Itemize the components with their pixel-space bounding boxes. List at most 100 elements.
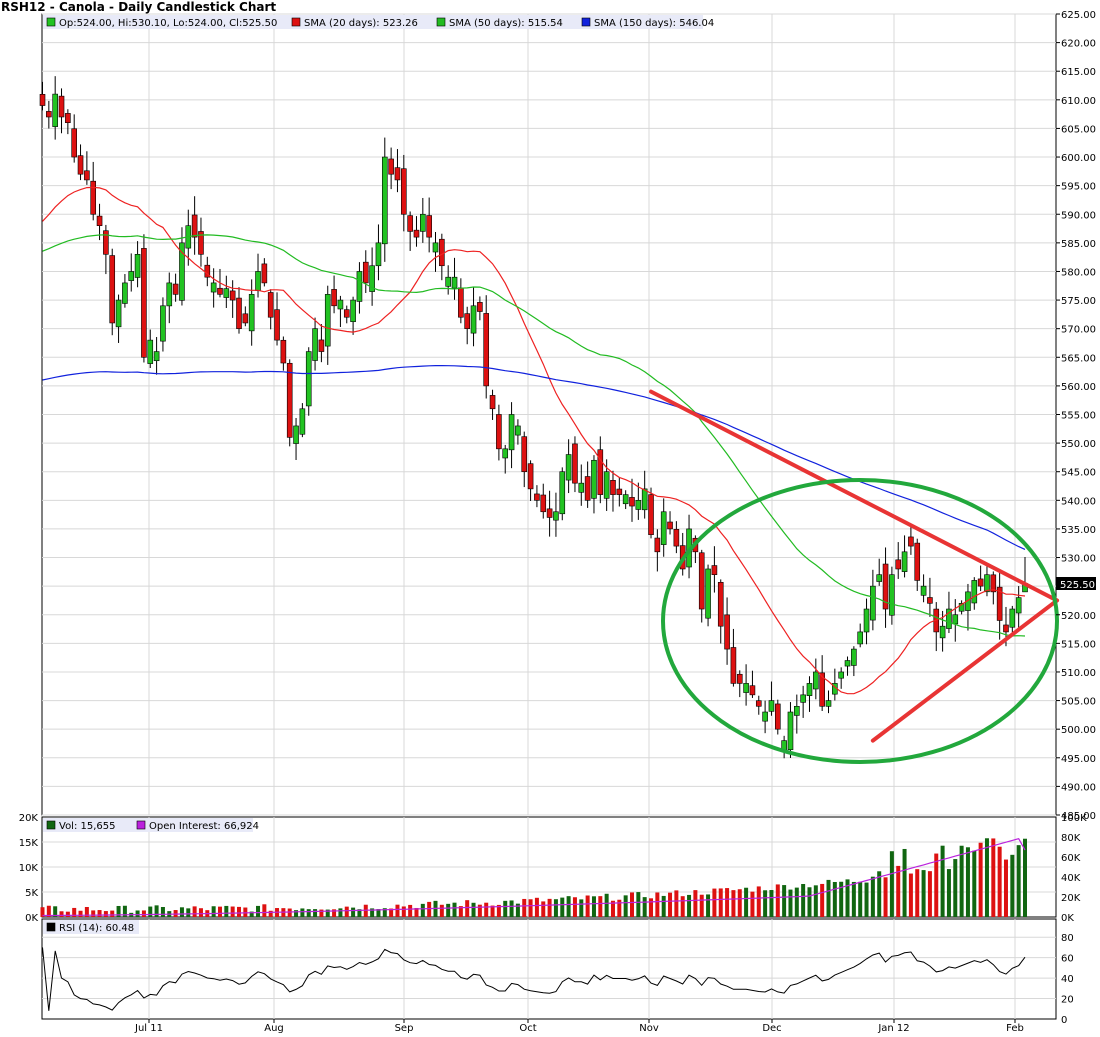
volume-bar (465, 900, 470, 917)
volume-bar (351, 907, 356, 917)
volume-bar (997, 846, 1002, 917)
candle-body (908, 536, 914, 547)
candle-body (546, 508, 553, 518)
candle-body (863, 608, 870, 633)
volume-bar (934, 853, 939, 917)
volume-bar (471, 902, 476, 917)
volume-bar (744, 887, 749, 917)
volume-bar (395, 904, 400, 917)
candle-body (870, 585, 876, 621)
candle-body (122, 282, 128, 304)
rsi-tick-label: 60 (1061, 954, 1074, 965)
volume-bar (357, 909, 362, 917)
candle-body (768, 700, 775, 712)
rsi-legend: RSI (14): 60.48 (43, 920, 139, 934)
volume-bar (839, 881, 844, 917)
month-tick-label: Dec (762, 1023, 781, 1034)
price-tick-label: 605.00 (1061, 124, 1096, 135)
candle-body (312, 328, 318, 361)
volume-bar (59, 911, 64, 917)
candle-body (236, 297, 242, 329)
candle-body (876, 574, 883, 582)
volume-bar (610, 900, 615, 917)
volume-bar (496, 904, 501, 917)
candle-body (39, 94, 46, 106)
candle-body (96, 215, 103, 226)
volume-bar (699, 894, 704, 917)
rsi-tick-label: 80 (1061, 933, 1074, 944)
volume-bar (452, 902, 457, 917)
candle-body (324, 294, 331, 347)
candle-body (84, 170, 90, 181)
volume-bar (78, 910, 83, 917)
candle-body (743, 683, 749, 693)
candle-body (331, 289, 337, 307)
volume-bar (889, 851, 894, 917)
price-tick-label: 555.00 (1061, 411, 1096, 422)
volume-bar (579, 899, 584, 917)
candle-body (730, 647, 737, 684)
volume-bar (243, 907, 248, 917)
volume-bar (763, 890, 768, 917)
candle-body (889, 574, 895, 616)
sma50-legend-text: SMA (50 days): 515.54 (449, 18, 563, 29)
candle-body (103, 230, 109, 255)
volume-bar (313, 909, 318, 917)
candle-body (882, 563, 889, 610)
candle-body (223, 288, 230, 298)
volume-bar (649, 898, 654, 917)
volume-bar (528, 899, 533, 917)
price-tick-label: 495.00 (1061, 754, 1096, 765)
volume-bar (186, 908, 191, 917)
volume-bar (585, 895, 590, 917)
candle-body (958, 603, 965, 612)
candle-body (445, 276, 451, 287)
candle-body (451, 276, 458, 289)
candle-body (210, 282, 217, 293)
candle-body (572, 443, 578, 484)
candle-body (965, 591, 971, 611)
volume-bar (376, 909, 381, 917)
candle-body (407, 215, 413, 232)
volume-bar (135, 910, 140, 917)
candle-body (527, 463, 534, 490)
candle-body (990, 574, 997, 593)
uptrend-line (870, 598, 1059, 743)
volume-bar (382, 908, 387, 917)
candle-body (996, 586, 1003, 621)
volume-bar (541, 901, 546, 917)
volume-bar (864, 882, 869, 917)
candle-body (660, 511, 667, 545)
candle-body (553, 511, 559, 521)
month-tick-label: Jul 11 (134, 1023, 163, 1034)
volume-bar (642, 897, 647, 917)
volume-bar (72, 907, 77, 917)
volume-bar (344, 906, 349, 917)
volume-bar (262, 904, 267, 917)
candle-body (458, 287, 464, 318)
rsi-tick-label: 20 (1061, 995, 1074, 1006)
volume-bar (414, 907, 419, 917)
volume-bar (484, 902, 489, 917)
volume-bar (915, 869, 920, 917)
candle-body (508, 414, 515, 451)
volume-bar (940, 845, 945, 917)
price-legend: Op:524.00, Hi:530.10, Lo:524.00, Cl:525.… (43, 15, 714, 29)
volume-bar (813, 885, 818, 917)
candle-body (749, 685, 756, 696)
candle-body (255, 271, 261, 291)
candle-body (229, 290, 236, 301)
price-tick-label: 570.00 (1061, 325, 1096, 336)
vol-legend-text: Vol: 15,655 (59, 821, 116, 832)
oi-tick-label: 100K (1061, 813, 1087, 824)
month-tick-label: Feb (1006, 1023, 1024, 1034)
candle-body (242, 313, 249, 324)
volume-bar (655, 892, 660, 917)
candle-body (629, 497, 635, 507)
vol-tick-label: 20K (19, 813, 39, 824)
candle-body (648, 494, 654, 535)
candle-body (362, 261, 369, 284)
candle-body (540, 494, 547, 513)
volume-bar (706, 894, 711, 917)
